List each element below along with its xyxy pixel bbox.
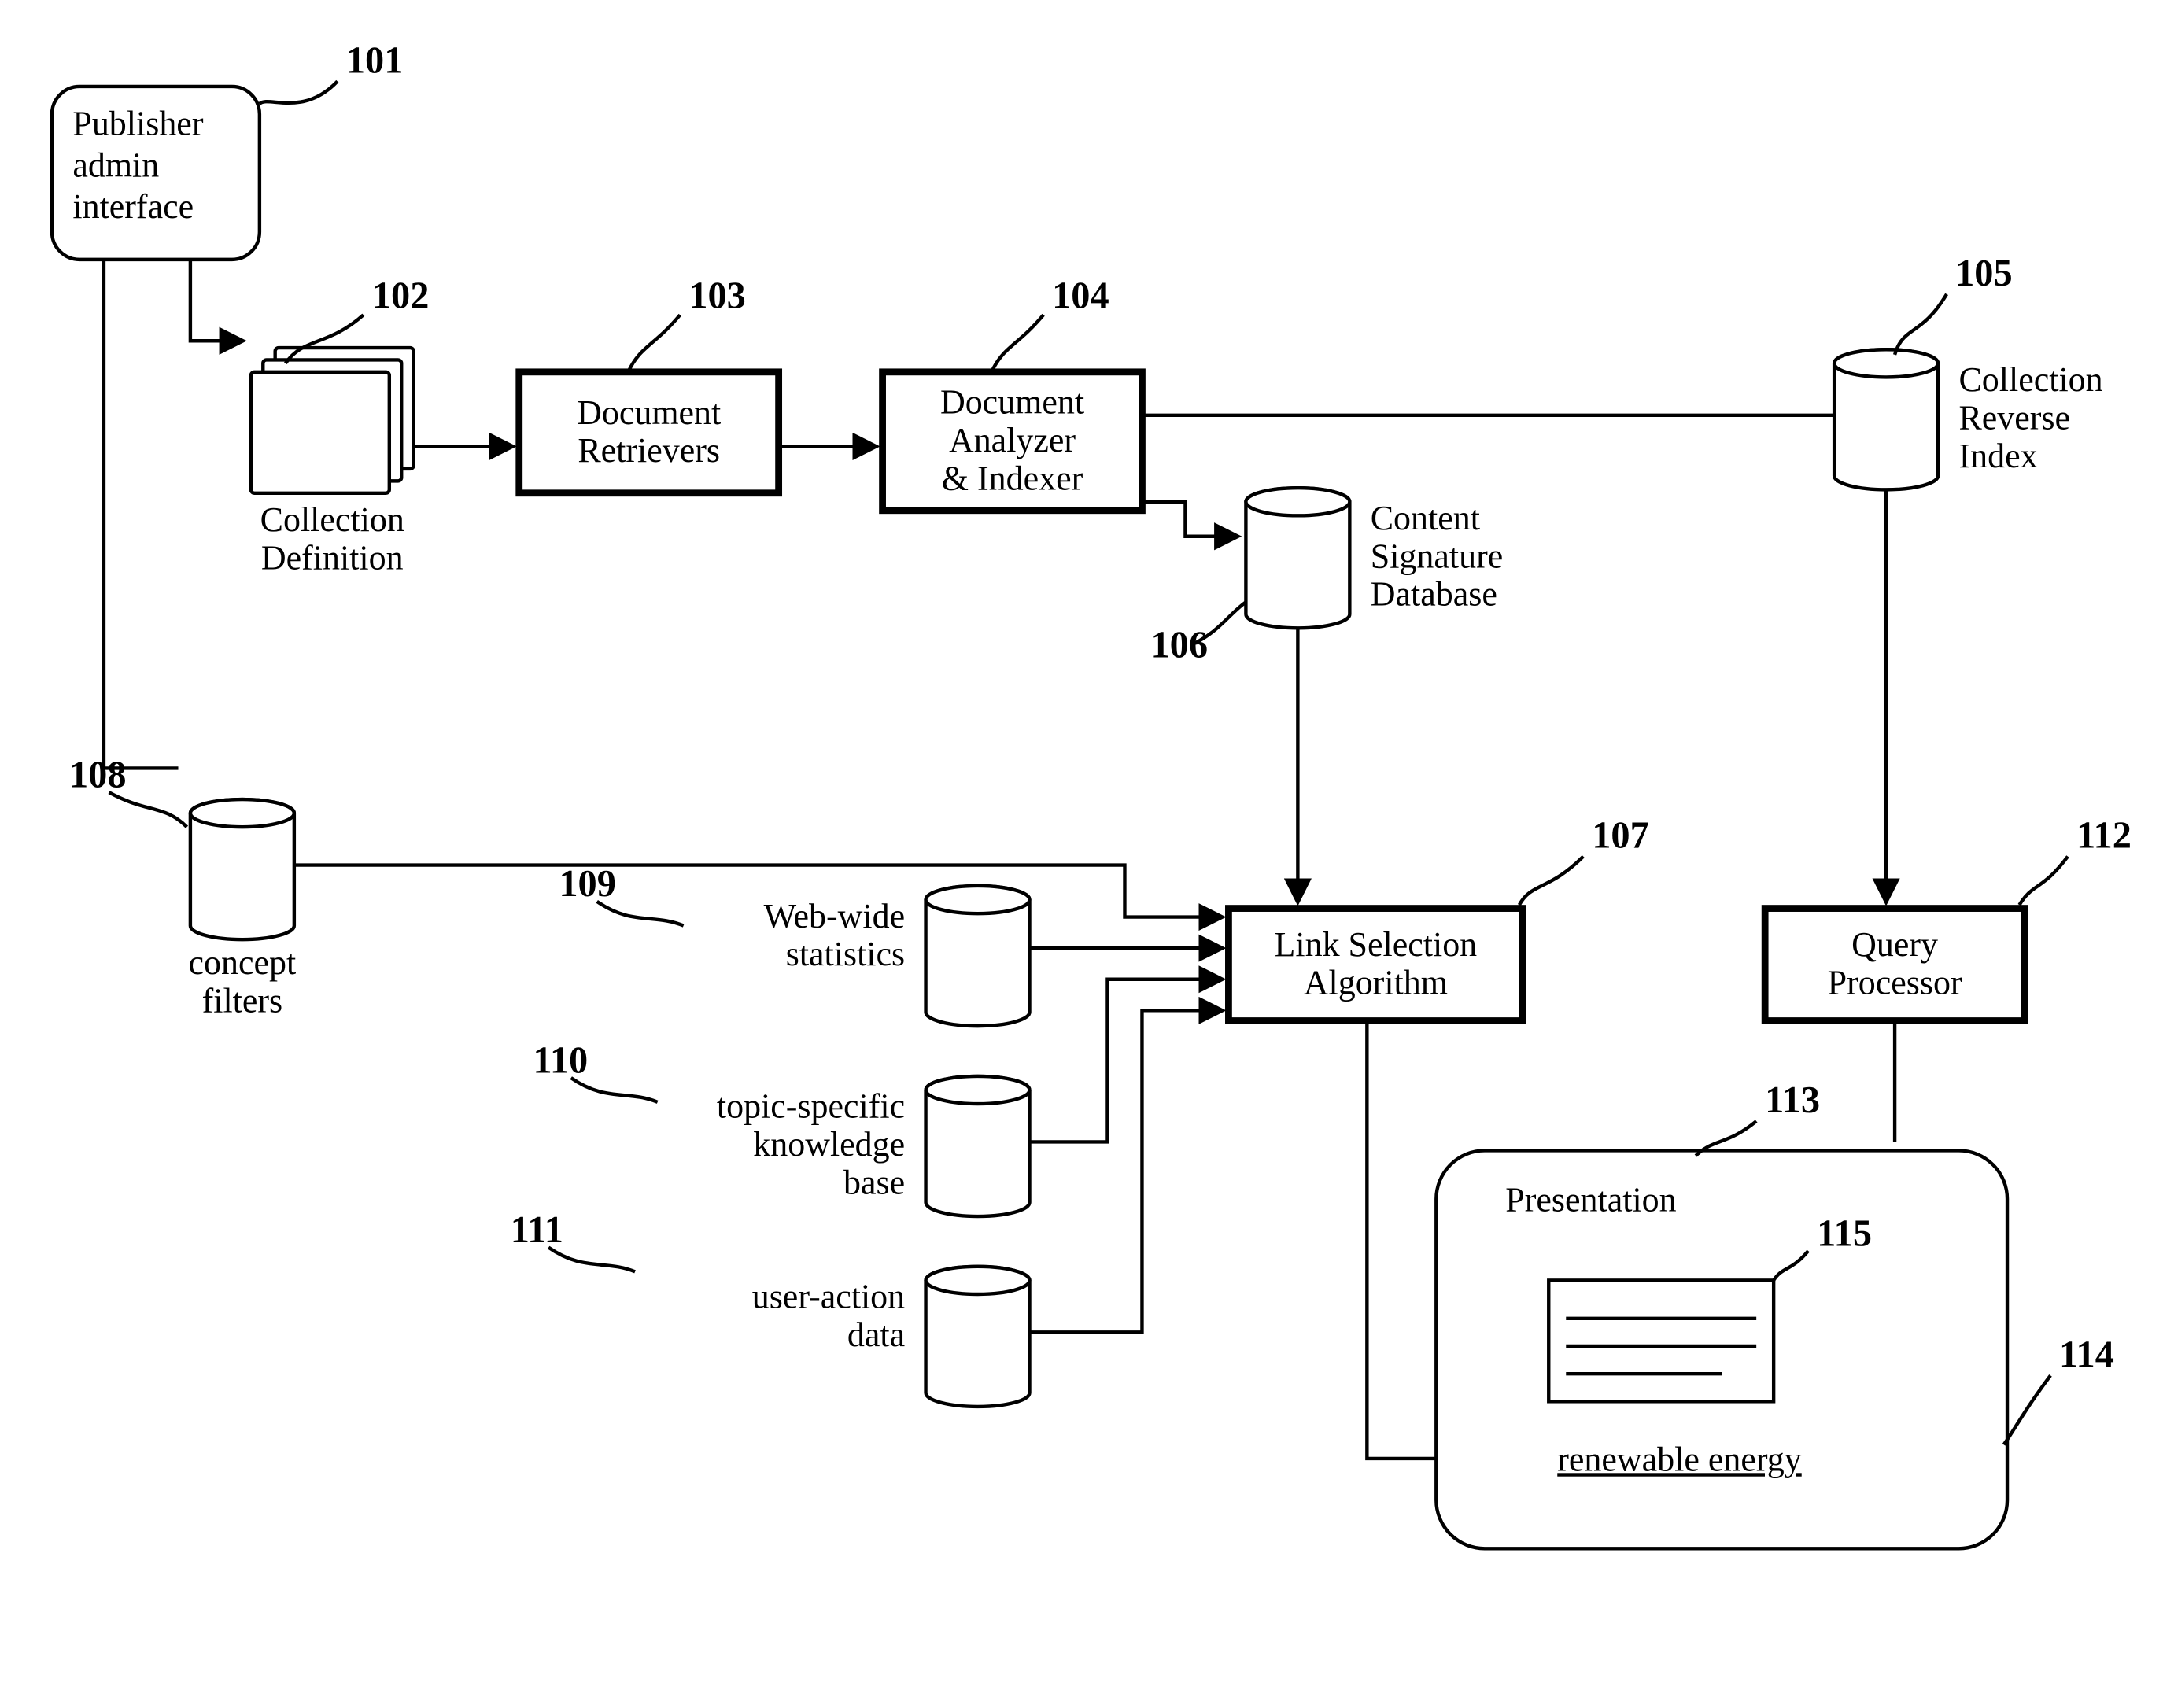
ref-label-104: 104 — [1052, 275, 1109, 316]
svg-text:concept: concept — [189, 943, 297, 982]
svg-text:Collection: Collection — [1958, 360, 2102, 399]
node-n102: CollectionDefinition — [251, 348, 414, 577]
node-n101: Publisheradmininterface — [52, 87, 260, 260]
leader-n104 — [991, 315, 1043, 372]
node-n103: DocumentRetrievers — [519, 372, 779, 493]
edge — [104, 260, 179, 769]
svg-text:knowledge: knowledge — [753, 1125, 905, 1164]
svg-text:Query: Query — [1851, 925, 1938, 964]
node-n107: Link SelectionAlgorithm — [1228, 909, 1523, 1021]
ref-label-113: 113 — [1765, 1079, 1820, 1121]
svg-text:Index: Index — [1958, 437, 2037, 475]
svg-text:data: data — [847, 1315, 905, 1354]
svg-text:Web-wide: Web-wide — [764, 897, 906, 935]
svg-text:interface: interface — [72, 187, 194, 226]
ref-label-115: 115 — [1817, 1212, 1872, 1254]
svg-text:topic-specific: topic-specific — [717, 1087, 905, 1126]
leader-n109 — [597, 902, 684, 926]
edge — [294, 865, 1222, 917]
svg-text:user-action: user-action — [752, 1278, 905, 1316]
svg-text:Processor: Processor — [1828, 963, 1962, 1002]
leader-n105 — [1895, 294, 1947, 355]
svg-text:Reverse: Reverse — [1958, 398, 2070, 437]
ref-label-107: 107 — [1592, 815, 1649, 857]
node-n108: conceptfilters — [189, 799, 297, 1020]
ref-label-111: 111 — [511, 1209, 563, 1251]
svg-text:Publisher: Publisher — [72, 105, 203, 143]
leader-n101 — [260, 81, 338, 104]
svg-text:Retrievers: Retrievers — [578, 431, 720, 470]
leader-n103 — [628, 315, 680, 372]
node-n115 — [1548, 1280, 1774, 1401]
node-n114: renewable energy — [1557, 1440, 1801, 1478]
ref-label-102: 102 — [372, 275, 430, 316]
ref-label-105: 105 — [1955, 253, 2013, 294]
leader-n112 — [2019, 857, 2068, 906]
node-n105: CollectionReverseIndex — [1834, 349, 2103, 489]
svg-text:renewable energy: renewable energy — [1557, 1440, 1801, 1478]
svg-text:base: base — [843, 1163, 905, 1201]
svg-text:Content: Content — [1371, 499, 1480, 537]
svg-text:filters: filters — [202, 982, 283, 1020]
node-n110: topic-specificknowledgebase — [717, 1076, 1030, 1216]
edge — [1030, 979, 1222, 1142]
svg-text:Database: Database — [1371, 575, 1497, 614]
leader-n111 — [548, 1248, 635, 1272]
leader-n110 — [571, 1078, 658, 1102]
svg-text:Definition: Definition — [261, 539, 404, 577]
ref-label-110: 110 — [533, 1039, 588, 1081]
svg-text:Document: Document — [940, 383, 1084, 422]
ref-label-106: 106 — [1150, 625, 1208, 666]
node-n109: Web-widestatistics — [764, 886, 1030, 1026]
leader-n114 — [2004, 1375, 2050, 1444]
svg-text:admin: admin — [72, 146, 159, 184]
flowchart-diagram: PublisheradmininterfaceCollectionDefinit… — [0, 0, 2163, 1695]
edge — [1030, 1010, 1222, 1332]
ref-label-101: 101 — [346, 39, 404, 81]
ref-label-109: 109 — [559, 863, 616, 905]
svg-text:Analyzer: Analyzer — [949, 421, 1076, 459]
node-n112: QueryProcessor — [1765, 909, 2025, 1021]
ref-label-108: 108 — [69, 754, 127, 796]
node-n111: user-actiondata — [752, 1267, 1030, 1407]
node-n106: ContentSignatureDatabase — [1246, 488, 1503, 628]
leader-n107 — [1519, 857, 1583, 906]
node-n104: DocumentAnalyzer& Indexer — [883, 372, 1142, 511]
svg-text:Link Selection: Link Selection — [1275, 925, 1478, 964]
svg-text:Signature: Signature — [1371, 537, 1504, 575]
edge — [1142, 502, 1237, 537]
svg-text:Algorithm: Algorithm — [1304, 963, 1448, 1002]
svg-text:statistics: statistics — [786, 935, 905, 973]
ref-label-112: 112 — [2076, 815, 2132, 857]
svg-text:& Indexer: & Indexer — [942, 459, 1083, 497]
leader-n108 — [109, 792, 187, 827]
svg-text:Presentation: Presentation — [1505, 1180, 1676, 1219]
ref-label-114: 114 — [2059, 1334, 2114, 1375]
svg-text:Collection: Collection — [260, 500, 404, 539]
edge — [190, 260, 242, 341]
svg-text:Document: Document — [577, 393, 721, 432]
ref-label-103: 103 — [688, 275, 746, 316]
